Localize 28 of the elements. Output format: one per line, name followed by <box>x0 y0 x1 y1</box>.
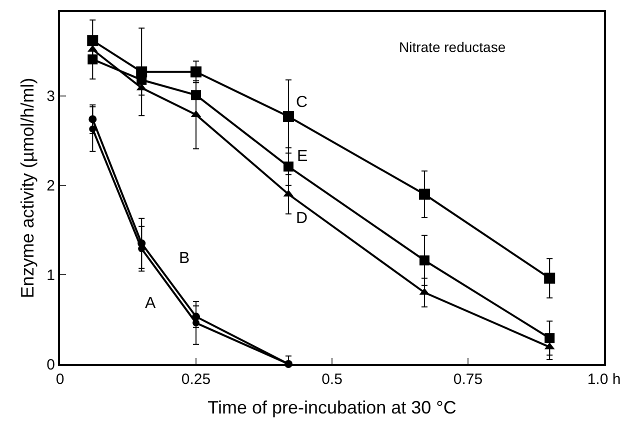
point <box>87 35 98 46</box>
annotation: E <box>297 148 308 165</box>
point <box>191 90 201 100</box>
point <box>190 66 202 78</box>
point <box>419 255 430 266</box>
annotation: C <box>296 94 308 111</box>
point <box>89 126 96 133</box>
x-tick-label: 0.5 <box>322 371 342 388</box>
annotation: B <box>179 250 190 267</box>
y-axis-title: Enzyme activity (µmol/h/ml) <box>17 78 38 298</box>
annotation: Nitrate reductase <box>399 39 506 55</box>
y-tick-label: 3 <box>46 88 55 106</box>
y-tick-label: 1 <box>46 266 55 284</box>
point <box>138 245 146 252</box>
y-tick-label: 0 <box>46 356 55 374</box>
x-axis-title: Time of pre-incubation at 30 °C <box>208 398 456 418</box>
point <box>418 188 430 200</box>
point <box>282 111 294 122</box>
y-tick-label: 2 <box>46 178 55 195</box>
point <box>192 319 200 326</box>
point <box>544 272 556 284</box>
annotation: A <box>145 295 156 312</box>
annotation: D <box>296 210 308 227</box>
point <box>88 54 98 64</box>
point <box>283 162 294 172</box>
x-tick-label: 0.75 <box>453 371 483 388</box>
x-tick-label: 1.0 h <box>587 371 621 388</box>
x-tick-label: 0.25 <box>181 371 211 388</box>
